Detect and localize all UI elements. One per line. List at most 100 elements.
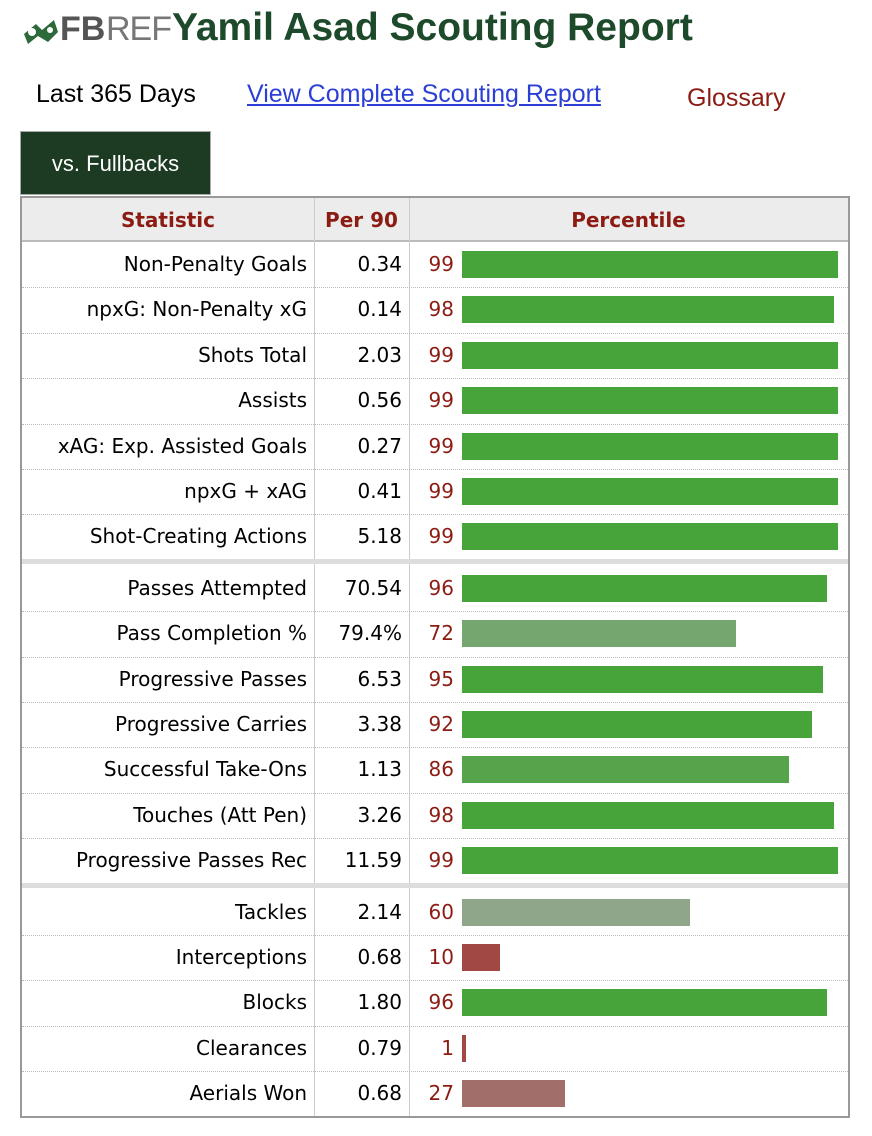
- row-divider: [22, 514, 848, 516]
- per90-value: 2.14: [357, 899, 402, 924]
- percentile-value: 96: [428, 575, 454, 600]
- column-header: Per 90: [314, 198, 409, 242]
- statistic-name: Progressive Passes Rec: [75, 848, 307, 873]
- scouting-table: Statistic Per 90 Percentile Non-Penalty Goa…: [20, 196, 850, 1118]
- percentile-bar: [462, 478, 839, 505]
- row-divider: [22, 1025, 848, 1027]
- statistic-name: Assists: [238, 388, 307, 413]
- percentile-bar: [462, 1080, 565, 1108]
- percentile-bar: [462, 251, 839, 278]
- percentile-bar: [462, 944, 500, 971]
- row-divider: [22, 792, 848, 794]
- column-header: Percentile: [409, 198, 848, 242]
- logo-icon: [24, 20, 58, 44]
- percentile-value: 27: [428, 1081, 454, 1106]
- statistic-name: Progressive Passes: [118, 666, 307, 691]
- statistic-name: Shot-Creating Actions: [89, 524, 307, 549]
- percentile-bar: [462, 296, 835, 324]
- statistic-name: Successful Take-Ons: [103, 757, 307, 782]
- row-divider: [22, 747, 848, 749]
- statistic-name: Shots Total: [198, 342, 307, 367]
- row-divider: [22, 980, 848, 982]
- row-divider: [22, 469, 848, 470]
- percentile-value: 96: [428, 990, 454, 1015]
- tab[interactable]: vs. Fullbacks: [20, 131, 211, 195]
- percentile-value: 95: [428, 666, 454, 691]
- logo-text: REF: [106, 10, 172, 48]
- percentile-bar: [462, 341, 839, 369]
- percentile-bar: [462, 1034, 466, 1062]
- percentile-value: 99: [428, 848, 454, 873]
- logo-text: FB: [60, 10, 106, 48]
- percentile-bar: [462, 756, 789, 784]
- section-divider: [22, 882, 848, 888]
- statistic-name: Blocks: [242, 990, 307, 1015]
- column-header: Statistic: [22, 198, 314, 242]
- section-divider: [22, 558, 848, 564]
- per90-value: 0.14: [357, 297, 402, 322]
- statistic-name: Passes Attempted: [127, 575, 307, 600]
- percentile-value: 92: [428, 712, 454, 736]
- per90-value: 1.80: [357, 990, 402, 1015]
- glossary-link[interactable]: Glossary: [687, 84, 786, 112]
- percentile-bar: [462, 989, 827, 1017]
- per90-value: 0.79: [357, 1035, 402, 1060]
- percentile-bar: [462, 665, 823, 693]
- percentile-value: 1: [441, 1035, 454, 1060]
- per90-value: 2.03: [357, 342, 402, 367]
- statistic-name: xAG: Exp. Assisted Goals: [57, 433, 307, 458]
- percentile-value: 99: [428, 388, 454, 413]
- percentile-bar: [462, 432, 839, 460]
- statistic-name: Pass Completion %: [116, 621, 307, 646]
- period-label: Last 365 Days: [36, 80, 196, 108]
- statistic-name: npxG + xAG: [184, 479, 307, 503]
- percentile-bar: [462, 523, 839, 551]
- percentile-value: 99: [428, 524, 454, 549]
- percentile-value: 72: [428, 621, 454, 646]
- percentile-value: 98: [428, 297, 454, 322]
- row-divider: [22, 287, 848, 289]
- statistic-name: npxG: Non-Penalty xG: [86, 297, 307, 322]
- row-divider: [22, 935, 848, 936]
- statistic-name: Touches (Att Pen): [133, 802, 307, 827]
- per90-value: 0.41: [357, 479, 402, 503]
- row-divider: [22, 1071, 848, 1073]
- statistic-name: Clearances: [196, 1035, 307, 1060]
- percentile-bar: [462, 898, 690, 926]
- row-divider: [22, 656, 848, 658]
- per90-value: 11.59: [344, 848, 402, 873]
- report-link[interactable]: View Complete Scouting Report: [247, 80, 601, 108]
- percentile-value: 99: [428, 479, 454, 503]
- row-divider: [22, 838, 848, 840]
- percentile-bar: [462, 847, 839, 875]
- row-divider: [22, 378, 848, 380]
- percentile-bar: [462, 801, 835, 829]
- per90-value: 0.68: [357, 945, 402, 969]
- percentile-bar: [462, 620, 736, 648]
- per90-value: 3.38: [357, 712, 402, 736]
- per90-value: 0.27: [357, 433, 402, 458]
- per90-value: 5.18: [357, 524, 402, 549]
- percentile-value: 99: [428, 433, 454, 458]
- percentile-bar: [462, 711, 812, 738]
- row-divider: [22, 332, 848, 334]
- per90-value: 0.68: [357, 1081, 402, 1106]
- per90-value: 0.56: [357, 388, 402, 413]
- statistic-name: Interceptions: [175, 945, 307, 969]
- per90-value: 3.26: [357, 802, 402, 827]
- percentile-value: 98: [428, 802, 454, 827]
- percentile-value: 99: [428, 342, 454, 367]
- row-divider: [22, 423, 848, 425]
- page-title: Yamil Asad Scouting Report: [172, 6, 693, 49]
- per90-value: 70.54: [344, 575, 402, 600]
- percentile-bar: [462, 574, 827, 602]
- row-divider: [22, 702, 848, 703]
- statistic-name: Non-Penalty Goals: [123, 252, 307, 276]
- per90-value: 0.34: [357, 252, 402, 276]
- percentile-value: 60: [428, 899, 454, 924]
- percentile-value: 86: [428, 757, 454, 782]
- per90-value: 6.53: [357, 666, 402, 691]
- row-divider: [22, 611, 848, 613]
- per90-value: 1.13: [357, 757, 402, 782]
